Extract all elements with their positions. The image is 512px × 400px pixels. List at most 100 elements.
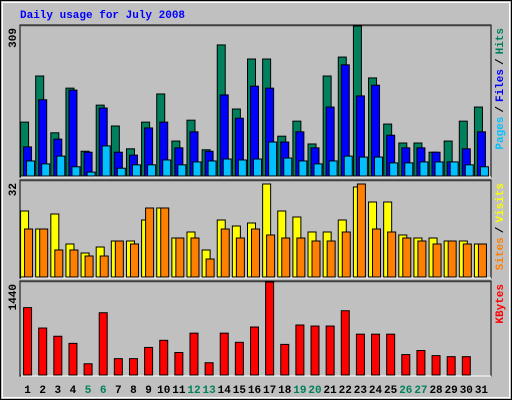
bar bbox=[38, 327, 48, 376]
bar bbox=[296, 237, 306, 278]
bar bbox=[128, 358, 138, 376]
bar bbox=[325, 325, 335, 376]
legend-entry: Pages bbox=[495, 117, 507, 150]
bar bbox=[204, 362, 214, 376]
bar bbox=[447, 240, 457, 278]
bar bbox=[280, 343, 290, 376]
bar bbox=[416, 350, 426, 376]
bar bbox=[86, 171, 96, 177]
bar bbox=[192, 161, 202, 177]
bar bbox=[372, 228, 382, 278]
bar bbox=[159, 339, 169, 376]
bar bbox=[234, 341, 244, 376]
x-tick-label: 21 bbox=[324, 385, 338, 397]
bar bbox=[310, 325, 320, 376]
bar bbox=[56, 155, 66, 177]
bar bbox=[268, 141, 278, 177]
y-tick-label: 309 bbox=[8, 28, 20, 48]
bar bbox=[387, 231, 397, 278]
x-tick-label: 29 bbox=[445, 385, 458, 397]
bar bbox=[147, 164, 157, 177]
bar bbox=[281, 237, 291, 278]
bar bbox=[401, 354, 411, 376]
x-tick-label: 22 bbox=[339, 385, 352, 397]
x-tick-label: 10 bbox=[157, 385, 170, 397]
bar bbox=[26, 160, 36, 177]
bar bbox=[162, 159, 172, 177]
x-tick-label: 31 bbox=[475, 385, 489, 397]
x-tick-label: 26 bbox=[399, 385, 412, 397]
bar bbox=[220, 228, 230, 278]
bar bbox=[54, 249, 64, 278]
bar bbox=[251, 228, 260, 278]
bar bbox=[39, 228, 49, 278]
y-tick-label: 32 bbox=[8, 183, 20, 196]
bar bbox=[434, 161, 444, 177]
bar bbox=[174, 352, 184, 376]
x-tick-label: 3 bbox=[55, 385, 62, 397]
bar bbox=[356, 183, 366, 278]
bar bbox=[160, 207, 170, 278]
x-tick-label: 24 bbox=[369, 385, 383, 397]
legend-entry: Visits bbox=[495, 183, 507, 223]
bar bbox=[283, 157, 293, 177]
x-tick-label: 18 bbox=[278, 385, 292, 397]
legend-entry: Sites bbox=[495, 237, 507, 270]
bar bbox=[341, 231, 351, 278]
x-tick-label: 28 bbox=[429, 385, 443, 397]
bar bbox=[462, 243, 472, 278]
x-tick-label: 4 bbox=[70, 385, 77, 397]
x-tick-label: 23 bbox=[354, 385, 368, 397]
bar bbox=[145, 207, 155, 278]
bar bbox=[219, 332, 229, 376]
bar bbox=[340, 310, 350, 376]
bar bbox=[131, 164, 141, 177]
bar bbox=[71, 166, 81, 177]
bar bbox=[355, 333, 365, 376]
x-tick-label: 20 bbox=[308, 385, 321, 397]
bar bbox=[250, 326, 259, 376]
bar bbox=[99, 255, 109, 278]
legend-entry: Files bbox=[495, 69, 507, 102]
bar bbox=[190, 237, 200, 278]
bar bbox=[389, 162, 399, 177]
x-tick-label: 17 bbox=[263, 385, 276, 397]
bar bbox=[298, 160, 308, 177]
x-tick-label: 7 bbox=[115, 385, 122, 397]
x-tick-label: 19 bbox=[293, 385, 306, 397]
bar bbox=[205, 258, 215, 278]
bar bbox=[431, 355, 441, 376]
legend-separator: / bbox=[495, 58, 507, 65]
legend-separator: / bbox=[495, 106, 507, 113]
series-legend: KBytes bbox=[495, 284, 507, 324]
bar bbox=[253, 158, 262, 177]
bar bbox=[114, 240, 124, 278]
bar bbox=[479, 166, 489, 177]
bar bbox=[374, 156, 384, 177]
bar bbox=[311, 240, 321, 278]
bar bbox=[98, 312, 108, 376]
x-tick-label: 14 bbox=[218, 385, 232, 397]
x-tick-label: 2 bbox=[39, 385, 46, 397]
bar bbox=[266, 234, 276, 278]
bar bbox=[404, 162, 414, 177]
x-tick-label: 8 bbox=[130, 385, 137, 397]
bar bbox=[113, 358, 123, 376]
x-tick-label: 16 bbox=[248, 385, 261, 397]
bar bbox=[84, 255, 94, 278]
bar bbox=[83, 363, 93, 376]
bar bbox=[419, 161, 429, 177]
bar bbox=[295, 324, 305, 376]
chart-title: Daily usage for July 2008 bbox=[20, 10, 185, 22]
bar bbox=[144, 346, 154, 376]
x-tick-label: 13 bbox=[203, 385, 217, 397]
bar bbox=[68, 89, 78, 177]
x-tick-label: 15 bbox=[233, 385, 247, 397]
bar bbox=[328, 160, 338, 177]
x-tick-label: 1 bbox=[24, 385, 31, 397]
bar bbox=[402, 237, 412, 278]
bar bbox=[432, 243, 442, 278]
bar bbox=[222, 158, 232, 177]
